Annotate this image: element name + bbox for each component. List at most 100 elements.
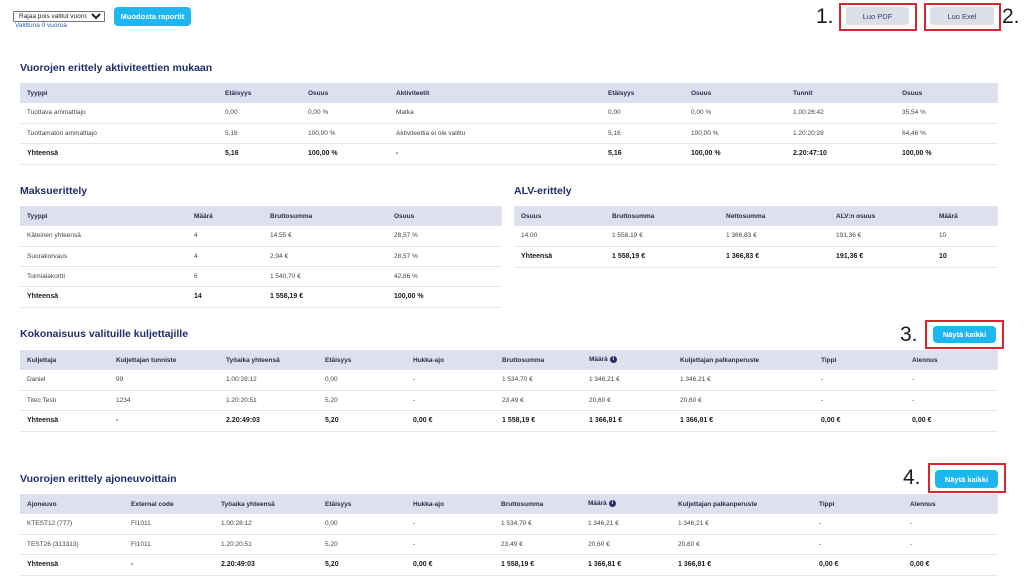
table-row: TEST26 (313313) FI1011 1.20:20:51 5,20 -… <box>20 534 998 555</box>
column-header: Kuljettaja <box>20 350 109 370</box>
table-cell: 64,46 % <box>895 123 998 144</box>
table-cell: 5,16 <box>218 123 301 144</box>
table-cell: 23,49 € <box>495 390 582 411</box>
table-cell: - <box>812 514 903 535</box>
total-cell: 1 366,81 € <box>581 554 671 576</box>
total-cell: 1 366,81 € <box>673 410 814 432</box>
table-cell: 0,00 <box>318 514 406 535</box>
column-header-label: Määrä <box>588 500 607 508</box>
table-cell: - <box>814 390 905 411</box>
table-cell: - <box>903 514 998 535</box>
column-header: Alennus <box>905 350 998 370</box>
drivers-section-title: Kokonaisuus valituille kuljettajille <box>20 328 189 340</box>
create-pdf-button[interactable]: Luo PDF <box>846 7 909 25</box>
column-header: Osuus <box>301 83 389 103</box>
table-cell: 5,20 <box>318 390 406 411</box>
activities-header-row: Tyyppi Etäisyys Osuus Aktiviteetit Etäis… <box>20 83 998 103</box>
table-cell: 1 346,21 € <box>673 370 814 391</box>
table-total-row: Yhteensä - 2.20:49:03 5,20 0,00 € 1 558,… <box>20 410 998 432</box>
table-cell: 1.00:26:42 <box>786 103 895 124</box>
annotation-number-2: 2. <box>1002 5 1020 28</box>
generate-reports-button[interactable]: Muodosta raportit <box>114 7 191 26</box>
table-row: Käteinen yhteensä 4 14,55 € 28,57 % <box>20 226 502 247</box>
column-header: Etäisyys <box>601 83 684 103</box>
highlight-box-drivers-show-all <box>925 320 1004 349</box>
table-cell: 1 346,21 € <box>582 370 673 391</box>
table-cell: 99 <box>109 370 219 391</box>
table-cell: - <box>905 390 998 411</box>
column-header: ALV:n osuus <box>829 206 932 226</box>
table-cell: 28,57 % <box>387 226 502 247</box>
total-cell: 2.20:49:03 <box>214 554 318 576</box>
table-cell: 23,49 € <box>494 534 581 555</box>
activities-table: Tyyppi Etäisyys Osuus Aktiviteetit Etäis… <box>20 83 998 165</box>
total-cell: 100,00 % <box>301 143 389 165</box>
column-header-label: Määrä <box>589 356 608 364</box>
shift-filter-select[interactable]: Rajaa pois valitut vuorot <box>13 11 105 22</box>
table-row: Daniel 99 1.00:28:12 0,00 - 1 534,70 € 1… <box>20 370 998 391</box>
table-cell: 1 346,21 € <box>581 514 671 535</box>
table-cell: 4 <box>187 226 263 247</box>
table-cell: KTEST12 (777) <box>20 514 124 535</box>
table-row: Tuottava ammattiajo 0,00 0,00 % Matka 0,… <box>20 103 998 124</box>
table-cell: 14,55 € <box>263 226 387 247</box>
info-icon[interactable]: i <box>608 500 616 508</box>
column-header: Hukka-ajo <box>406 350 495 370</box>
annotation-number-4: 4. <box>903 466 921 489</box>
vehicles-show-all-button[interactable]: Näytä kaikki <box>935 470 998 488</box>
total-cell: 0,00 € <box>406 554 494 576</box>
table-cell: 20,60 € <box>673 390 814 411</box>
total-cell: 5,16 <box>601 143 684 165</box>
total-cell: 0,00 € <box>814 410 905 432</box>
table-cell: 20,60 € <box>671 534 812 555</box>
table-cell: Tuottamaton ammattiajo <box>20 123 218 144</box>
table-cell: Käteinen yhteensä <box>20 226 187 247</box>
column-header: Osuus <box>895 83 998 103</box>
info-icon[interactable]: i <box>609 356 617 364</box>
total-cell: - <box>109 410 219 432</box>
total-cell: 100,00 % <box>684 143 786 165</box>
table-cell: 1.20:20:28 <box>786 123 895 144</box>
create-excel-button[interactable]: Luo Exel <box>930 7 994 25</box>
column-header: Bruttosumma <box>495 350 582 370</box>
column-header: Aktiviteetit <box>389 83 601 103</box>
table-cell: Daniel <box>20 370 109 391</box>
column-header: Etäisyys <box>318 494 406 514</box>
column-header: Nettosumma <box>719 206 829 226</box>
total-cell: 14 <box>187 286 263 308</box>
total-cell: - <box>124 554 214 576</box>
table-cell: 42,86 % <box>387 266 502 287</box>
table-row: Toimialakortti 6 1 540,70 € 42,86 % <box>20 266 502 287</box>
total-cell: 10 <box>932 246 998 268</box>
table-cell: FI1011 <box>124 534 214 555</box>
activities-section-title: Vuorojen erittely aktiviteettien mukaan <box>20 62 213 74</box>
drivers-header-row: Kuljettaja Kuljettajan tunniste Työaika … <box>20 350 998 370</box>
table-cell: Aktiviteettia ei ole valittu <box>389 123 601 144</box>
vehicles-section-title: Vuorojen erittely ajoneuvoittain <box>20 473 177 485</box>
table-cell: 1 534,70 € <box>494 514 581 535</box>
table-row: 14.00 1 558,19 € 1 366,83 € 191,36 € 10 <box>514 226 998 247</box>
column-header: Määrä <box>932 206 998 226</box>
table-cell: 5,16 <box>601 123 684 144</box>
table-cell: 10 <box>932 226 998 247</box>
column-header: Tunnit <box>786 83 895 103</box>
total-cell: Yhteensä <box>514 246 605 268</box>
table-cell: 2,94 € <box>263 246 387 267</box>
table-cell: Toimialakortti <box>20 266 187 287</box>
table-cell: 191,36 € <box>829 226 932 247</box>
drivers-table: Kuljettaja Kuljettajan tunniste Työaika … <box>20 350 998 432</box>
column-header: Tyyppi <box>20 206 187 226</box>
total-cell: Yhteensä <box>20 143 218 165</box>
column-header: Työaika yhteensä <box>214 494 318 514</box>
table-cell: - <box>903 534 998 555</box>
selected-shifts-count: Valittuna 0 vuoroa <box>15 22 67 29</box>
drivers-show-all-button[interactable]: Näytä kaikki <box>933 326 996 343</box>
total-cell: 2.20:47:10 <box>786 143 895 165</box>
total-cell: 0,00 € <box>406 410 495 432</box>
annotation-number-1: 1. <box>816 5 834 28</box>
table-cell: - <box>905 370 998 391</box>
column-header: Määrä <box>187 206 263 226</box>
highlight-box-vehicles-show-all <box>928 463 1006 493</box>
total-cell: 1 558,19 € <box>495 410 582 432</box>
table-cell: 1.00:28:12 <box>219 370 318 391</box>
